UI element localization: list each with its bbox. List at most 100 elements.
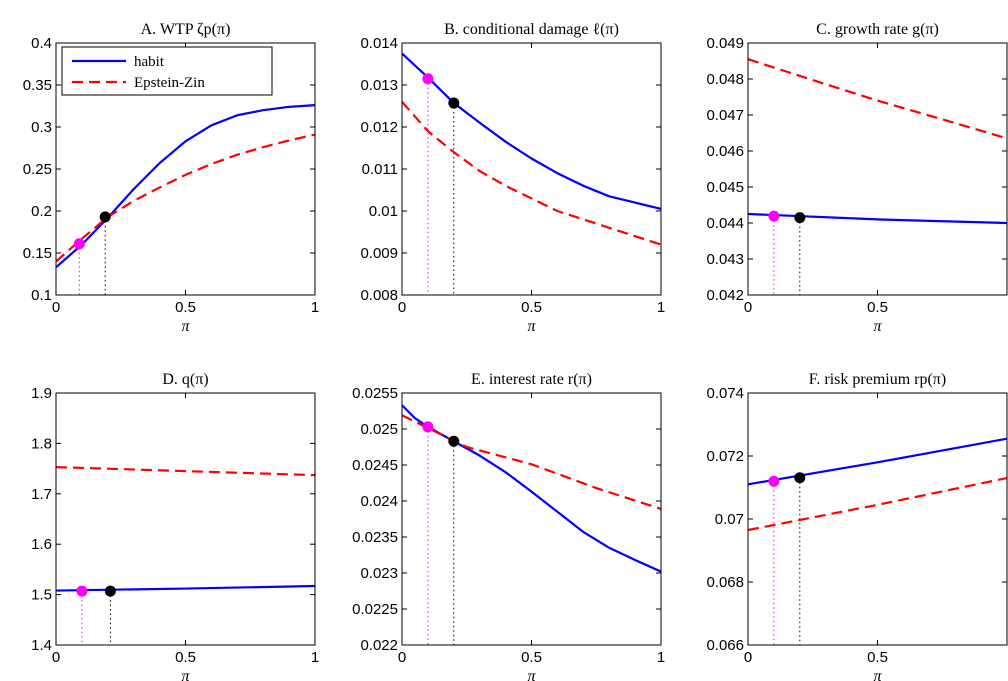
axes-frame [55, 42, 316, 296]
habit-series-line [748, 212, 1007, 225]
panel-c: C. growth rate g(π) π 0.042 0.043 0.044 0.045… [706, 21, 1008, 335]
magenta-marker [768, 210, 780, 222]
axes-frame [401, 42, 662, 296]
y-tick-label: 0.07 [715, 511, 744, 528]
panel-a: A. WTP ζp(π) π 0.1 0.15 0.2 0.25 0.3 0.35 0.4 0 0.… [23, 21, 319, 335]
y-tick-label: 0.022 [360, 637, 398, 654]
panel-e: E. interest rate r(π) π 0.022 0.0225 0.023 0.… [352, 371, 665, 681]
legend-box [61, 46, 273, 96]
y-tick-label: 1.4 [31, 637, 52, 654]
x-tick-label: 1 [311, 299, 319, 316]
habit-series-line [748, 437, 1007, 486]
x-axis-label: π [527, 318, 536, 335]
y-tick-label: 0.2 [31, 203, 52, 220]
x-axis-label: π [181, 318, 190, 335]
magenta-marker [422, 73, 434, 85]
black-marker [794, 212, 806, 224]
epstein-zin-series-line [56, 133, 315, 263]
y-tick-label: 0.074 [706, 385, 744, 402]
axes-frame [401, 392, 662, 646]
habit-series-line [402, 52, 661, 210]
y-tick-label: 0.011 [362, 161, 398, 178]
y-tick-label: 0.024 [360, 493, 398, 510]
axes-frame [55, 392, 316, 646]
axes-frame [747, 42, 1008, 296]
y-tick-label: 0.008 [360, 287, 398, 304]
y-tick-label: 0.047 [706, 107, 744, 124]
y-tick-label: 0.045 [706, 179, 744, 196]
panel-title: A. WTP ζp(π) [141, 21, 231, 38]
y-tick-label: 0.013 [360, 77, 398, 94]
y-tick-label: 0.042 [706, 287, 744, 304]
legend-label: Epstein-Zin [134, 75, 205, 91]
magenta-marker [768, 475, 780, 487]
y-tick-label: 0.043 [706, 251, 744, 268]
habit-series-line [56, 104, 315, 269]
x-tick-label: 0 [744, 649, 752, 666]
y-tick-label: 1.5 [31, 587, 52, 604]
y-tick-label: 0.0235 [352, 529, 398, 546]
black-marker [794, 472, 806, 484]
x-tick-label: 1 [311, 649, 319, 666]
y-tick-label: 0.3 [31, 119, 52, 136]
y-tick-label: 0.048 [706, 71, 744, 88]
panel-b: B. conditional damage ℓ(π) π 0.008 0.009 0.0… [360, 21, 665, 335]
magenta-marker [422, 421, 434, 433]
y-tick-label: 0.15 [23, 245, 52, 262]
y-tick-label: 0.066 [706, 637, 744, 654]
y-tick-label: 0.012 [360, 119, 398, 136]
x-axis-label: π [873, 318, 882, 335]
axes-frame [747, 392, 1008, 646]
x-tick-label: 0 [744, 299, 752, 316]
y-tick-label: 1.7 [31, 486, 52, 503]
x-tick-label: 0.5 [867, 649, 888, 666]
x-tick-label: 0 [52, 299, 60, 316]
legend-label: habit [134, 54, 165, 70]
panel-title: B. conditional damage ℓ(π) [444, 21, 619, 38]
y-tick-label: 0.0255 [352, 385, 398, 402]
black-marker [99, 211, 111, 223]
y-tick-label: 1.9 [31, 385, 52, 402]
y-tick-label: 0.044 [706, 215, 744, 232]
epstein-zin-series-line [402, 414, 661, 510]
y-tick-label: 0.049 [706, 35, 744, 52]
x-tick-label: 0 [398, 299, 406, 316]
panel-title: F. risk premium rp(π) [809, 371, 946, 388]
black-marker [448, 435, 460, 447]
y-tick-label: 0.023 [360, 565, 398, 582]
x-tick-label: 0.5 [521, 649, 542, 666]
x-tick-label: 0 [398, 649, 406, 666]
y-tick-label: 0.025 [360, 421, 398, 438]
y-tick-label: 0.01 [369, 203, 398, 220]
panel-title: D. q(π) [162, 371, 208, 388]
y-tick-label: 0.35 [23, 77, 52, 94]
x-axis-label: π [181, 668, 190, 681]
habit-series-line [402, 404, 661, 573]
y-tick-label: 0.0225 [352, 601, 398, 618]
black-marker [104, 585, 116, 597]
x-tick-label: 0.5 [175, 649, 196, 666]
y-tick-label: 0.068 [706, 574, 744, 591]
magenta-marker [73, 238, 85, 250]
y-tick-label: 0.4 [31, 35, 52, 52]
magenta-marker [76, 585, 88, 597]
y-tick-label: 0.014 [360, 35, 398, 52]
x-tick-label: 0 [52, 649, 60, 666]
legend: habit Epstein-Zin [61, 46, 273, 96]
y-tick-label: 1.6 [31, 536, 52, 553]
y-tick-label: 0.0245 [352, 457, 398, 474]
panel-f: F. risk premium rp(π) π 0.066 0.068 0.07 0.07… [706, 371, 1008, 681]
habit-series-line [56, 584, 315, 592]
y-tick-label: 1.8 [31, 435, 52, 452]
x-axis-label: π [873, 668, 882, 681]
panel-title: C. growth rate g(π) [816, 21, 939, 38]
x-tick-label: 0.5 [867, 299, 888, 316]
epstein-zin-series-line [402, 101, 661, 246]
y-tick-label: 0.009 [360, 245, 398, 262]
x-tick-label: 1 [657, 299, 665, 316]
x-tick-label: 1 [657, 649, 665, 666]
x-tick-label: 0.5 [521, 299, 542, 316]
y-tick-label: 0.1 [31, 287, 52, 304]
panel-d: D. q(π) π 1.4 1.5 1.6 1.7 1.8 1.9 0 0.5 1 [31, 371, 319, 681]
